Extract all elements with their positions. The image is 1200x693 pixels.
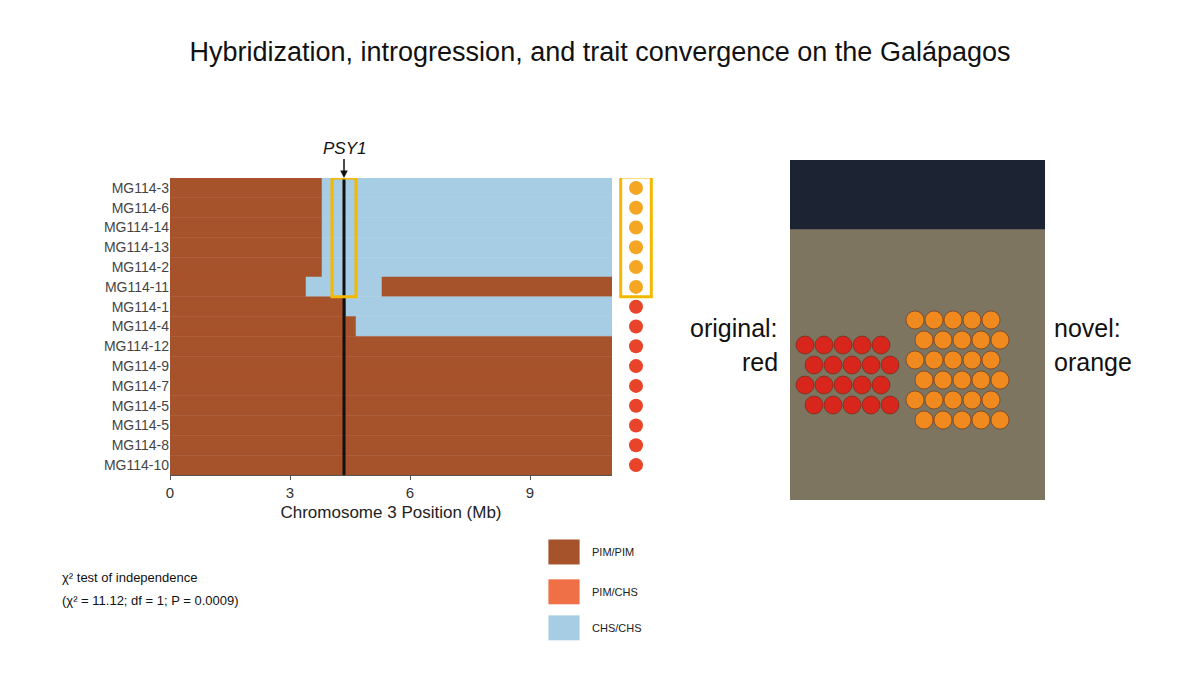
svg-text:MG114-5: MG114-5 xyxy=(112,417,170,433)
svg-text:MG114-3: MG114-3 xyxy=(112,180,170,196)
svg-text:MG114-14: MG114-14 xyxy=(104,219,169,235)
svg-text:MG114-4: MG114-4 xyxy=(112,318,170,334)
svg-text:0: 0 xyxy=(166,484,174,501)
svg-text:MG114-7: MG114-7 xyxy=(112,378,170,394)
svg-text:MG114-5: MG114-5 xyxy=(112,398,170,414)
svg-text:MG114-12: MG114-12 xyxy=(104,338,169,354)
svg-text:orange: orange xyxy=(1054,348,1132,376)
svg-text:MG114-11: MG114-11 xyxy=(105,279,169,295)
svg-text:CHS/CHS: CHS/CHS xyxy=(592,622,642,634)
svg-text:novel:: novel: xyxy=(1054,314,1121,342)
svg-text:MG114-2: MG114-2 xyxy=(112,259,170,275)
svg-text:3: 3 xyxy=(286,484,294,501)
svg-text:MG114-8: MG114-8 xyxy=(112,437,170,453)
svg-text:PSY1: PSY1 xyxy=(323,139,366,158)
svg-text:MG114-6: MG114-6 xyxy=(112,200,170,216)
svg-text:Chromosome 3 Position (Mb): Chromosome 3 Position (Mb) xyxy=(280,503,501,522)
svg-text:red: red xyxy=(742,348,778,376)
svg-text:original:: original: xyxy=(690,314,778,342)
svg-text:MG114-1: MG114-1 xyxy=(112,299,170,315)
svg-text:PIM/CHS: PIM/CHS xyxy=(592,586,638,598)
svg-text:9: 9 xyxy=(526,484,534,501)
svg-text:PIM/PIM: PIM/PIM xyxy=(592,546,634,558)
svg-text:MG114-13: MG114-13 xyxy=(104,239,169,255)
svg-text:MG114-9: MG114-9 xyxy=(112,358,170,374)
svg-text:6: 6 xyxy=(406,484,414,501)
svg-text:χ² test of independence: χ² test of independence xyxy=(62,570,197,585)
svg-text:Hybridization, introgression,: Hybridization, introgression, and trait … xyxy=(190,37,1011,67)
svg-text:MG114-10: MG114-10 xyxy=(104,457,169,473)
svg-text:(χ² = 11.12; df = 1; P = 0.000: (χ² = 11.12; df = 1; P = 0.0009) xyxy=(62,593,239,608)
